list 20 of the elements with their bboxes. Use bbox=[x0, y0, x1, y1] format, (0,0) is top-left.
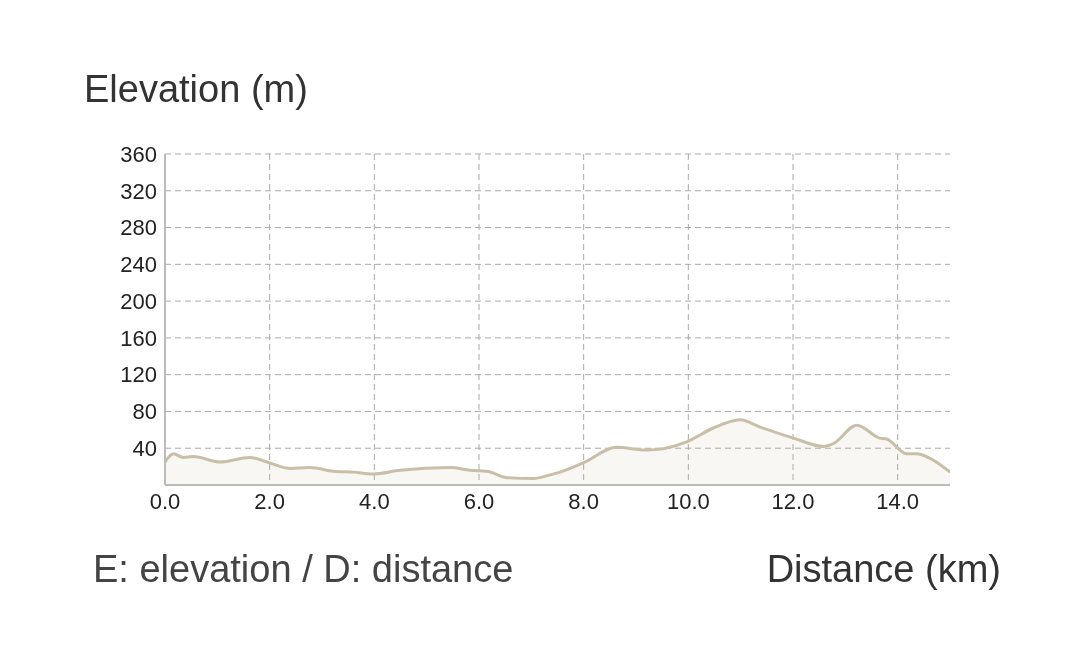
y-tick-label: 120 bbox=[120, 362, 157, 388]
y-axis-title: Elevation (m) bbox=[84, 68, 308, 110]
x-tick-label: 12.0 bbox=[771, 488, 815, 514]
y-tick-label: 240 bbox=[120, 252, 157, 278]
x-tick-label: 0.0 bbox=[149, 488, 181, 514]
y-tick-label: 160 bbox=[120, 325, 157, 351]
x-axis-title: Distance (km) bbox=[766, 548, 1001, 590]
x-tick-label: 10.0 bbox=[666, 488, 710, 514]
x-tick-label: 6.0 bbox=[463, 488, 495, 514]
y-tick-label: 80 bbox=[132, 399, 157, 425]
y-tick-label: 200 bbox=[120, 288, 157, 314]
x-tick-label: 8.0 bbox=[568, 488, 599, 514]
y-tick-label: 360 bbox=[120, 141, 157, 167]
text: E: elevation / D: distance bbox=[93, 548, 514, 591]
y-tick-label: 40 bbox=[132, 436, 157, 462]
y-tick-label: 320 bbox=[120, 178, 157, 204]
y-tick-label: 280 bbox=[120, 215, 157, 241]
x-tick-label: 4.0 bbox=[359, 488, 390, 514]
x-tick-label: 2.0 bbox=[254, 488, 285, 514]
x-tick-label: 14.0 bbox=[876, 488, 920, 514]
